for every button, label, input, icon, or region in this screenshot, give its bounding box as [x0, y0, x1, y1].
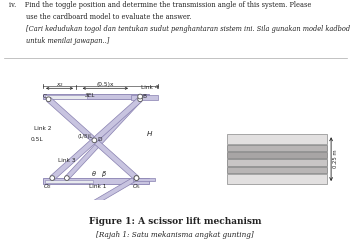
- Polygon shape: [47, 97, 138, 180]
- Text: use the cardboard model to evaluate the answer.: use the cardboard model to evaluate the …: [9, 13, 191, 21]
- Circle shape: [46, 97, 51, 102]
- Circle shape: [134, 176, 139, 181]
- Circle shape: [50, 176, 55, 181]
- Text: $\theta$: $\theta$: [91, 169, 97, 178]
- Bar: [43, 94, 149, 99]
- Text: $O_5$: $O_5$: [132, 182, 141, 191]
- Text: [Cari kedudukan togol dan tentukan sudut penghantaran sistem ini. Sila gunakan m: [Cari kedudukan togol dan tentukan sudut…: [9, 25, 350, 33]
- Circle shape: [92, 138, 97, 143]
- Bar: [227, 152, 327, 158]
- Text: untuk menilai jawapan..]: untuk menilai jawapan..]: [9, 37, 109, 45]
- Text: (1/8)L: (1/8)L: [78, 134, 93, 140]
- Polygon shape: [65, 98, 142, 180]
- Text: H: H: [147, 131, 152, 137]
- Bar: [227, 174, 327, 184]
- Circle shape: [64, 176, 69, 181]
- Text: iv.    Find the toggle position and determine the transmission angle of this sys: iv. Find the toggle position and determi…: [9, 1, 311, 9]
- Circle shape: [134, 176, 139, 181]
- Text: Link 3: Link 3: [58, 158, 75, 163]
- Bar: [227, 145, 327, 151]
- Text: 0.5L: 0.5L: [30, 137, 43, 142]
- Text: Link 4: Link 4: [141, 85, 158, 90]
- Text: D: D: [97, 137, 101, 142]
- Text: (0.5)x: (0.5)x: [97, 82, 114, 87]
- Text: [Rajah 1: Satu mekanisma angkat gunting]: [Rajah 1: Satu mekanisma angkat gunting]: [96, 231, 254, 239]
- Bar: [227, 159, 327, 166]
- Bar: [133, 178, 155, 181]
- Polygon shape: [50, 97, 142, 180]
- Text: Link 2: Link 2: [34, 127, 51, 131]
- Circle shape: [138, 94, 142, 99]
- Bar: [131, 95, 159, 100]
- Circle shape: [138, 97, 142, 102]
- Bar: [43, 178, 149, 184]
- Text: $x_2$: $x_2$: [56, 81, 63, 89]
- Text: C: C: [43, 94, 47, 99]
- Text: $O_2$: $O_2$: [43, 182, 52, 191]
- Bar: [45, 180, 93, 183]
- Text: Link 1: Link 1: [89, 184, 107, 189]
- Polygon shape: [0, 176, 138, 241]
- Text: 0.25 m: 0.25 m: [333, 149, 338, 168]
- Text: 3EL: 3EL: [85, 94, 96, 99]
- Text: $\beta$: $\beta$: [101, 169, 107, 179]
- Bar: [45, 95, 88, 99]
- Bar: [227, 167, 327, 173]
- Bar: [227, 134, 327, 144]
- Text: Figure 1: A scissor lift mechanism: Figure 1: A scissor lift mechanism: [89, 217, 261, 226]
- Text: B: B: [142, 94, 146, 99]
